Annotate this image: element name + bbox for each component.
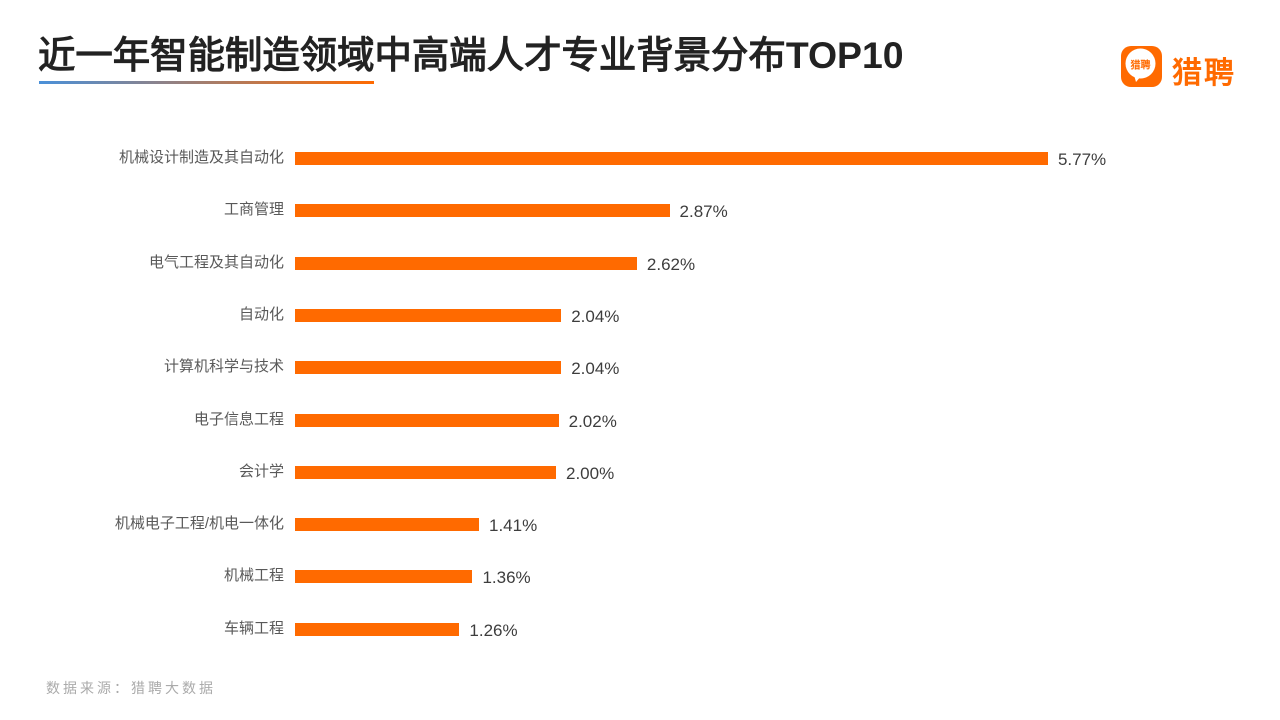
svg-text:猎聘: 猎聘 [1131, 59, 1151, 72]
